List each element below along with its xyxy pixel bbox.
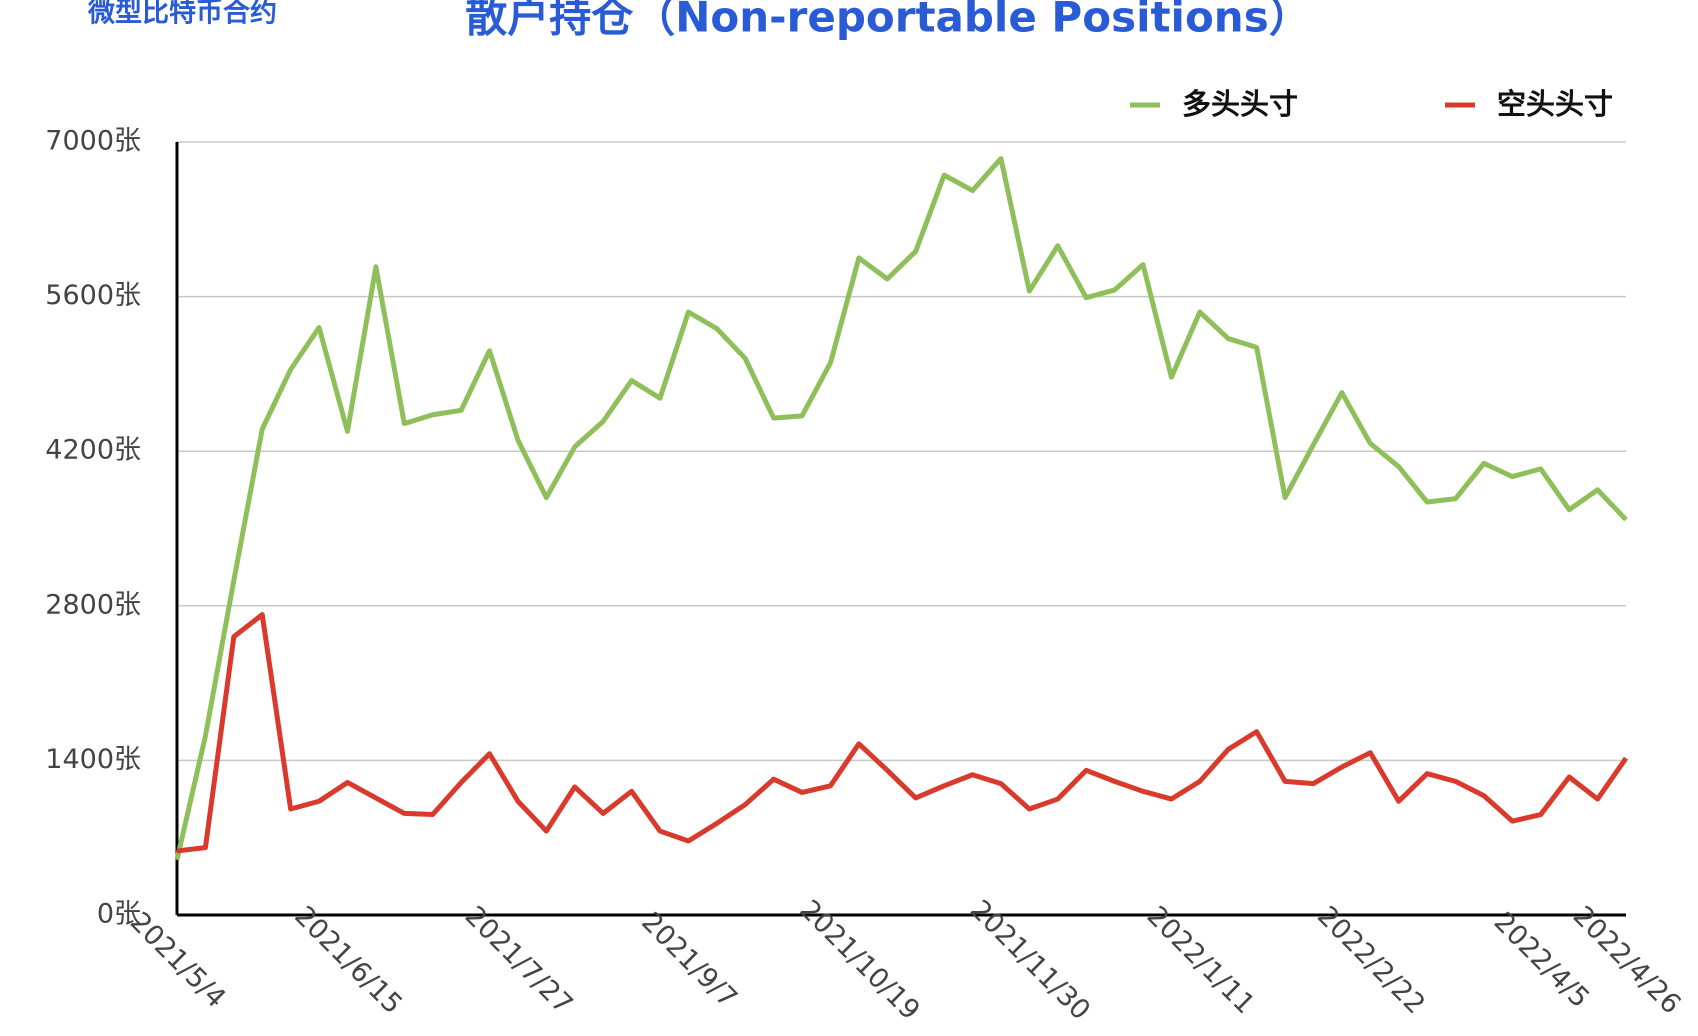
series-line [174,156,1628,861]
series-line [176,612,1629,854]
y-tick-label: 7000张 [45,126,141,157]
y-tick-label: 2800张 [45,589,141,620]
x-tick-label: 2022/2/22 [1311,900,1431,1020]
x-tick-label: 2021/7/27 [459,900,579,1020]
y-tick-label: 5600张 [45,280,141,311]
chart-title: 散户持仓（Non-reportable Positions） [465,0,1310,42]
y-tick-label: 4200张 [45,435,141,466]
y-tick-label: 1400张 [45,744,141,775]
legend-label: 空头头寸 [1497,87,1613,121]
x-tick-label: 2022/1/11 [1141,900,1261,1020]
x-tick-label: 2021/5/4 [124,906,232,1014]
x-tick-label: 2021/9/7 [635,906,743,1014]
y-tick-label: 0张 [97,899,141,930]
chart-subtitle: 微型比特币合约 [87,0,277,29]
legend-label: 多头头寸 [1182,87,1298,121]
x-tick-label: 2021/6/15 [288,900,408,1020]
